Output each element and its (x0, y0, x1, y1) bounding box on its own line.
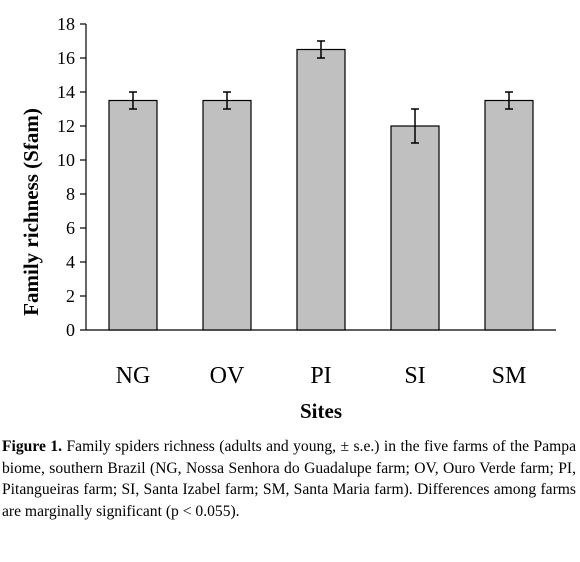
bar-si (390, 125, 440, 331)
x-tick-label: PI (310, 363, 331, 389)
caption-label: Figure 1. (2, 438, 63, 455)
bar-ng (108, 99, 158, 331)
y-tick-label: 14 (57, 82, 75, 102)
y-axis-label: Family richness (Sfam) (19, 108, 43, 316)
y-tick-label: 6 (66, 218, 75, 238)
x-tick-label: NG (116, 363, 151, 389)
x-tick-label: OV (210, 363, 245, 389)
y-tick-label: 2 (66, 286, 75, 306)
figure-caption: Figure 1. Family spiders richness (adult… (2, 436, 576, 522)
bars (108, 40, 534, 331)
y-axis-ticks: 0 2 4 6 8 10 12 14 16 18 (57, 14, 86, 340)
bar-ov (202, 99, 252, 331)
x-tick-label: SI (404, 363, 425, 389)
error-bar-sm (505, 91, 513, 110)
x-tick-label: SM (492, 363, 527, 389)
error-bar-si (411, 108, 419, 144)
bar-pi (296, 48, 346, 331)
y-tick-label: 12 (57, 116, 75, 136)
x-axis-label: Sites (300, 399, 342, 423)
y-tick-label: 18 (57, 14, 75, 34)
bar-sm (484, 99, 534, 331)
caption-text: Family spiders richness (adults and youn… (2, 438, 576, 520)
y-tick-label: 8 (66, 184, 75, 204)
x-axis-tick-labels: NG OV PI SI SM (116, 363, 527, 389)
error-bar-pi (317, 40, 325, 59)
y-tick-label: 4 (66, 252, 75, 272)
y-tick-label: 10 (57, 150, 75, 170)
bar-chart: 0 2 4 6 8 10 12 14 16 18 NG OV PI SI SM Family richne… (19, 14, 556, 423)
error-bar-ov (223, 91, 231, 110)
y-tick-label: 16 (57, 48, 75, 68)
error-bar-ng (129, 91, 137, 110)
y-tick-label: 0 (66, 320, 75, 340)
